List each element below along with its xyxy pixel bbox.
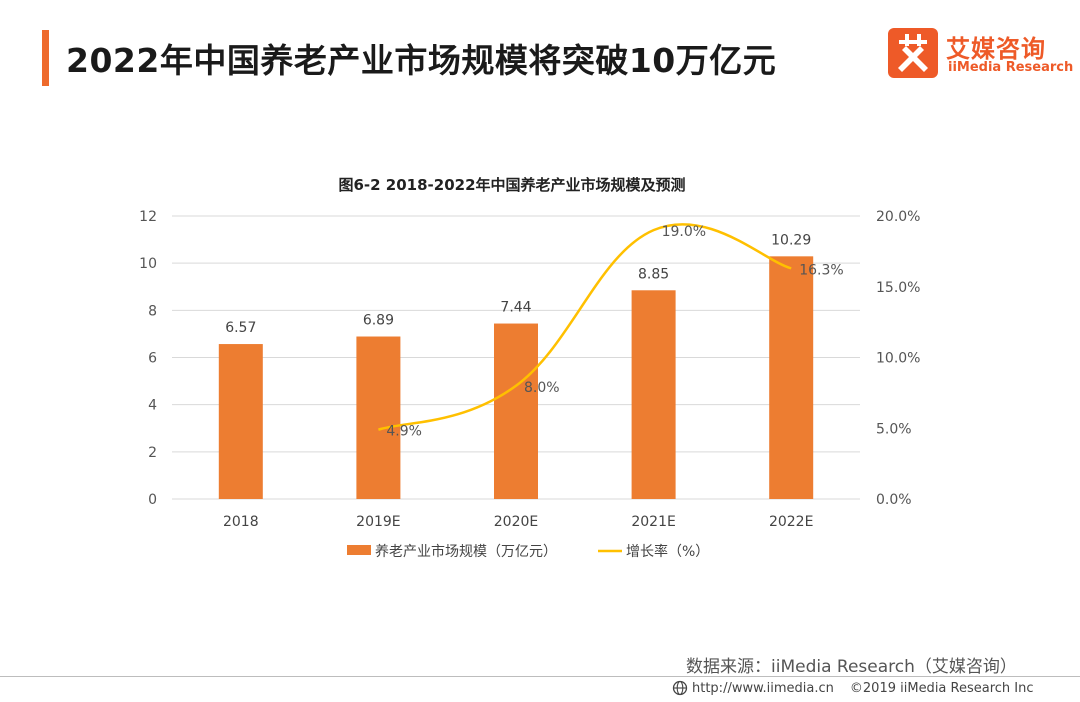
brand-name-cn: 艾媒咨询	[946, 35, 1046, 63]
bar-data-label: 6.89	[363, 313, 394, 329]
right-tick-label: 10.0%	[876, 351, 920, 367]
bar	[631, 290, 676, 499]
line-data-label: 8.0%	[524, 380, 560, 396]
legend-swatch-bar	[347, 545, 371, 555]
bar	[356, 336, 401, 499]
right-tick-label: 20.0%	[876, 209, 920, 225]
bar-data-label: 8.85	[638, 266, 669, 282]
legend-label-bar: 养老产业市场规模（万亿元）	[375, 543, 557, 560]
data-source: 数据来源：iiMedia Research（艾媒咨询）	[686, 657, 1017, 677]
globe-icon	[672, 680, 688, 696]
bar-series: 6.57 6.89 7.44 8.85 10.29	[218, 232, 814, 499]
chart-legend: 养老产业市场规模（万亿元） 增长率（%）	[347, 543, 709, 560]
right-axis: 0.0% 5.0% 10.0% 15.0% 20.0%	[876, 209, 920, 508]
brand-logo: 艾媒咨询 iiMedia Research	[888, 28, 1073, 84]
line-data-label: 4.9%	[386, 424, 422, 440]
footer: http://www.iimedia.cn ©2019 iiMedia Rese…	[672, 680, 1034, 696]
legend-label-line: 增长率（%）	[626, 543, 709, 560]
x-tick-label: 2022E	[769, 514, 813, 530]
right-tick-label: 5.0%	[876, 421, 912, 437]
x-tick-label: 2019E	[356, 514, 400, 530]
x-tick-label: 2021E	[631, 514, 675, 530]
page-title: 2022年中国养老产业市场规模将突破10万亿元	[66, 41, 777, 80]
footer-url[interactable]: http://www.iimedia.cn	[692, 680, 834, 696]
left-tick-label: 2	[148, 445, 157, 461]
growth-line	[378, 223, 792, 431]
title-accent-bar	[42, 30, 49, 86]
chart-title: 图6-2 2018-2022年中国养老产业市场规模及预测	[338, 176, 685, 194]
footer-copyright: ©2019 iiMedia Research Inc	[849, 680, 1034, 696]
bar-data-label: 6.57	[225, 320, 256, 336]
x-axis: 2018 2019E 2020E 2021E 2022E	[223, 514, 813, 530]
line-data-label: 19.0%	[662, 224, 706, 240]
bar-data-label: 7.44	[500, 300, 531, 316]
left-tick-label: 12	[139, 209, 157, 225]
left-axis: 0 2 4 6 8 10 12	[139, 209, 157, 508]
right-tick-label: 0.0%	[876, 492, 912, 508]
brand-name-en: iiMedia Research	[948, 60, 1074, 75]
brand-logo-mark	[888, 28, 938, 78]
bar	[494, 323, 538, 499]
line-data-label: 16.3%	[799, 262, 843, 278]
bar-data-label: 10.29	[771, 232, 811, 248]
x-tick-label: 2018	[223, 514, 259, 530]
line-series: 4.9% 8.0% 19.0% 16.3%	[378, 223, 844, 440]
left-tick-label: 6	[148, 351, 157, 367]
left-tick-label: 4	[148, 398, 157, 414]
right-tick-label: 15.0%	[876, 280, 920, 296]
left-tick-label: 0	[148, 492, 157, 508]
footer-divider	[0, 676, 1080, 677]
x-tick-label: 2020E	[494, 514, 538, 530]
left-tick-label: 8	[148, 303, 157, 319]
chart: 图6-2 2018-2022年中国养老产业市场规模及预测 0 2 4 6 8 10 12 0…	[139, 176, 920, 560]
brand-mark-icon	[898, 34, 928, 72]
bar	[218, 344, 263, 499]
left-tick-label: 10	[139, 256, 157, 272]
bar	[769, 256, 814, 499]
